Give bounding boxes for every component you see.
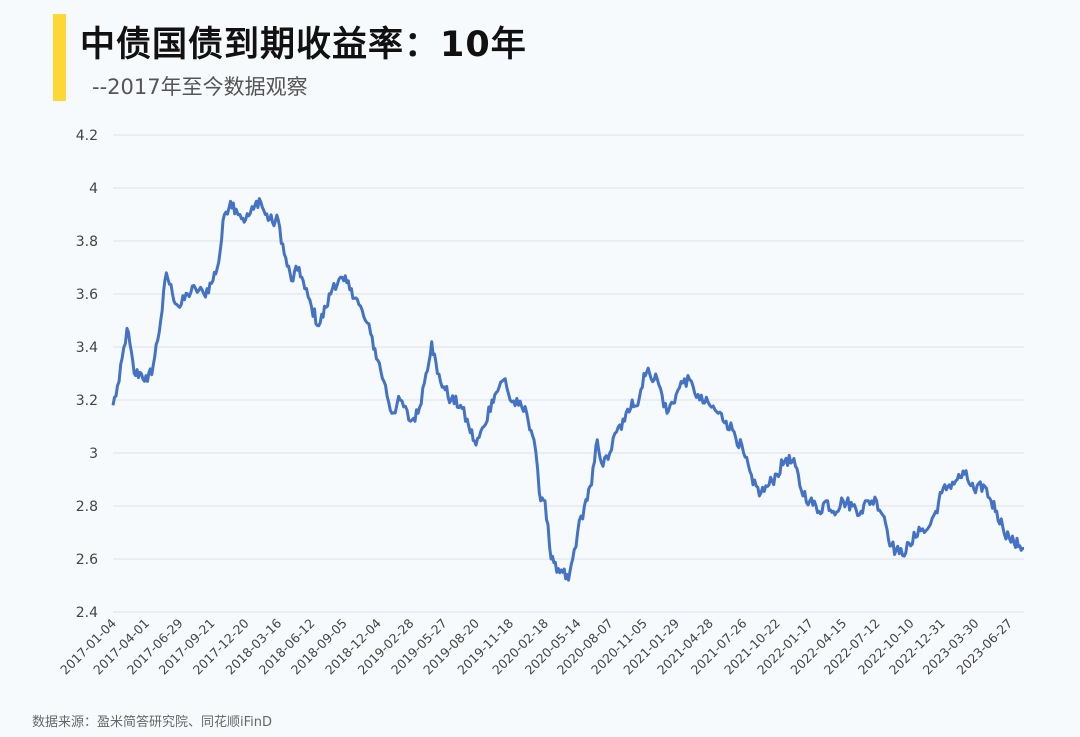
- y-tick-label: 3.2: [76, 393, 98, 409]
- series-layer: [111, 197, 1025, 582]
- series-line: [111, 197, 1025, 582]
- y-tick-label: 2.4: [76, 605, 98, 621]
- x-axis: 2017-01-042017-04-012017-06-292017-09-21…: [57, 615, 1015, 677]
- page-subtitle: --2017年至今数据观察: [92, 75, 308, 99]
- y-tick-label: 3: [89, 446, 98, 462]
- y-tick-label: 2.6: [76, 552, 98, 568]
- y-tick-label: 2.8: [76, 499, 98, 515]
- grid-lines: [113, 134, 1024, 613]
- y-tick-label: 4: [89, 181, 98, 197]
- accent-bar: [53, 14, 66, 101]
- y-tick-label: 3.6: [76, 287, 98, 303]
- page-title: 中债国债到期收益率：10年: [80, 25, 527, 65]
- y-tick-label: 4.2: [76, 128, 98, 144]
- source-note: 数据来源：盈米简答研究院、同花顺iFinD: [32, 715, 273, 730]
- y-tick-label: 3.4: [76, 340, 98, 356]
- y-tick-label: 3.8: [76, 234, 98, 250]
- y-axis: 4.2 4 3.8 3.6 3.4 3.2 3 2.8 2.6 2.4: [76, 128, 98, 621]
